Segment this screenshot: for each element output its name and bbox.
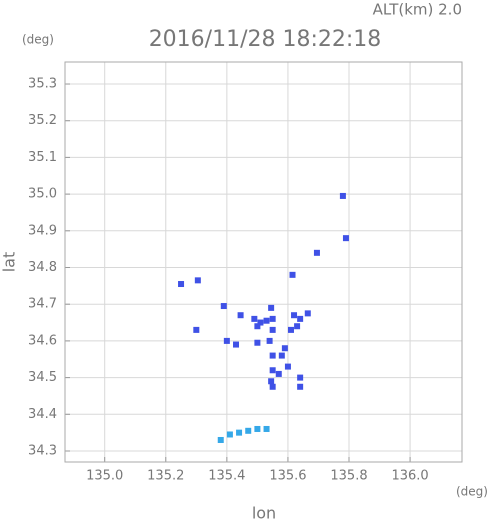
echo-point xyxy=(289,271,296,278)
echo-point xyxy=(269,315,276,322)
y-tick-label: 34.7 xyxy=(28,297,57,312)
y-tick-label: 34.4 xyxy=(28,407,57,422)
echo-point xyxy=(236,429,243,436)
echo-point xyxy=(284,363,291,370)
echo-point xyxy=(269,367,276,374)
echo-point xyxy=(297,315,304,322)
y-tick-label: 34.6 xyxy=(28,333,57,348)
echo-point xyxy=(269,352,276,359)
x-tick-label: 136.0 xyxy=(391,469,428,484)
echo-point xyxy=(313,249,320,256)
echo-point xyxy=(263,317,270,324)
echo-point xyxy=(266,337,273,344)
echo-point xyxy=(254,425,261,432)
echo-point xyxy=(268,304,275,311)
x-tick-label: 135.8 xyxy=(330,469,367,484)
y-tick-label: 35.2 xyxy=(28,113,57,128)
altitude-label: ALT(km) 2.0 xyxy=(373,1,462,19)
echo-point xyxy=(254,339,261,346)
x-tick-label: 135.0 xyxy=(86,469,123,484)
y-tick-label: 34.8 xyxy=(28,260,57,275)
x-tick-label: 135.4 xyxy=(208,469,245,484)
x-tick-label: 135.2 xyxy=(147,469,184,484)
echo-point xyxy=(297,383,304,390)
echo-point xyxy=(217,436,224,443)
x-axis-label: lon xyxy=(252,504,276,521)
echo-point xyxy=(178,281,185,288)
echo-point xyxy=(287,326,294,333)
echo-point xyxy=(223,337,230,344)
echo-point xyxy=(220,303,227,310)
echo-point xyxy=(194,277,201,284)
y-tick-label: 34.3 xyxy=(28,443,57,458)
echo-point xyxy=(281,345,288,352)
echo-point xyxy=(339,192,346,199)
y-tick-label: 34.5 xyxy=(28,370,57,385)
echo-point xyxy=(251,315,258,322)
echo-point xyxy=(254,323,261,330)
y-tick-label: 34.9 xyxy=(28,223,57,238)
echo-point xyxy=(269,326,276,333)
echo-point xyxy=(257,319,264,326)
echo-point xyxy=(342,235,349,242)
echo-point xyxy=(304,310,311,317)
echo-point xyxy=(278,352,285,359)
echo-point xyxy=(297,374,304,381)
echo-point xyxy=(268,378,275,385)
echo-point xyxy=(263,425,270,432)
y-tick-label: 35.0 xyxy=(28,187,57,202)
x-tick-label: 135.6 xyxy=(269,469,306,484)
plot-frame xyxy=(64,61,463,463)
y-axis-label: lat xyxy=(0,252,19,273)
echo-point xyxy=(294,323,301,330)
echo-point xyxy=(275,370,282,377)
echo-point xyxy=(291,312,298,319)
echo-point xyxy=(233,341,240,348)
echo-point xyxy=(226,431,233,438)
echo-point xyxy=(269,383,276,390)
y-unit: (deg) xyxy=(22,33,54,47)
echo-point xyxy=(245,427,252,434)
y-tick-label: 35.3 xyxy=(28,77,57,92)
x-unit: (deg) xyxy=(456,485,488,499)
y-tick-label: 35.1 xyxy=(28,150,57,165)
echo-point xyxy=(237,312,244,319)
echo-point xyxy=(193,326,200,333)
chart-title: 2016/11/28 18:22:18 xyxy=(149,27,382,52)
